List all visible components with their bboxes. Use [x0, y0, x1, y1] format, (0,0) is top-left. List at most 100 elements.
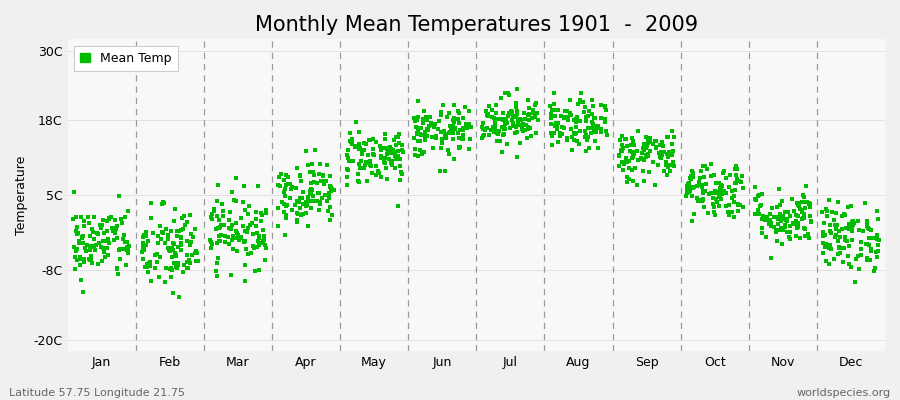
Point [476, 120, 491, 127]
Point [377, 159, 392, 165]
Point [214, 232, 229, 238]
Point [548, 123, 562, 129]
Point [482, 103, 496, 109]
Point [493, 138, 508, 144]
Point [686, 169, 700, 176]
Point [511, 116, 526, 122]
Point [786, 220, 800, 226]
Point [852, 266, 867, 272]
Point [108, 230, 122, 236]
Point [378, 131, 392, 137]
Point [69, 230, 84, 237]
Point [802, 234, 816, 241]
Point [143, 258, 157, 265]
Point [509, 108, 524, 114]
Point [249, 216, 264, 222]
Point [169, 252, 184, 258]
Point [842, 221, 856, 227]
Point [452, 134, 466, 141]
Point [833, 234, 848, 240]
Point [417, 149, 431, 156]
Point [831, 238, 845, 244]
Point [860, 241, 874, 248]
Point [798, 233, 813, 240]
Point [662, 149, 677, 155]
Point [174, 235, 188, 241]
Point [594, 128, 608, 135]
Point [150, 250, 165, 257]
Point [693, 182, 707, 188]
Point [70, 245, 85, 252]
Point [837, 212, 851, 219]
Point [660, 133, 674, 140]
Point [843, 202, 858, 209]
Point [780, 228, 795, 235]
Point [451, 130, 465, 137]
Point [436, 102, 450, 108]
Point [313, 200, 328, 207]
Point [254, 210, 268, 216]
Point [439, 131, 454, 137]
Point [230, 248, 245, 254]
Point [448, 125, 463, 131]
Point [418, 133, 432, 139]
Point [680, 189, 694, 196]
Point [721, 209, 735, 216]
Point [77, 217, 92, 224]
Point [175, 214, 189, 221]
Point [580, 136, 594, 142]
Point [681, 180, 696, 186]
Point [702, 190, 716, 197]
Point [525, 115, 539, 121]
Point [824, 230, 838, 236]
Point [547, 90, 562, 97]
Point [259, 210, 274, 216]
Point [415, 150, 429, 157]
Point [81, 214, 95, 220]
Point [654, 150, 669, 156]
Point [509, 128, 524, 135]
Point [521, 104, 535, 111]
Point [358, 160, 373, 166]
Point [617, 160, 632, 167]
Point [848, 279, 862, 285]
Point [82, 220, 96, 226]
Point [637, 144, 652, 151]
Point [380, 176, 394, 182]
Point [803, 204, 817, 210]
Point [770, 238, 784, 244]
Point [240, 251, 255, 257]
Point [778, 209, 793, 216]
Point [290, 210, 304, 216]
Point [758, 217, 772, 224]
Point [696, 188, 710, 194]
Point [217, 222, 231, 228]
Point [642, 136, 656, 142]
Point [818, 258, 832, 264]
Point [363, 158, 377, 164]
Point [549, 120, 563, 126]
Point [574, 90, 589, 96]
Point [835, 213, 850, 219]
Point [118, 214, 132, 220]
Point [508, 113, 523, 120]
Point [303, 198, 318, 204]
Point [422, 122, 436, 129]
Point [752, 211, 766, 218]
Point [554, 124, 569, 130]
Point [302, 198, 316, 204]
Point [652, 150, 667, 156]
Point [327, 186, 341, 193]
Point [94, 244, 108, 250]
Point [113, 216, 128, 222]
Point [495, 124, 509, 130]
Point [594, 102, 608, 108]
Point [324, 212, 338, 218]
Point [392, 153, 406, 159]
Point [759, 214, 773, 220]
Point [841, 252, 855, 259]
Point [796, 225, 811, 232]
Point [234, 234, 248, 241]
Point [438, 134, 453, 141]
Point [641, 140, 655, 146]
